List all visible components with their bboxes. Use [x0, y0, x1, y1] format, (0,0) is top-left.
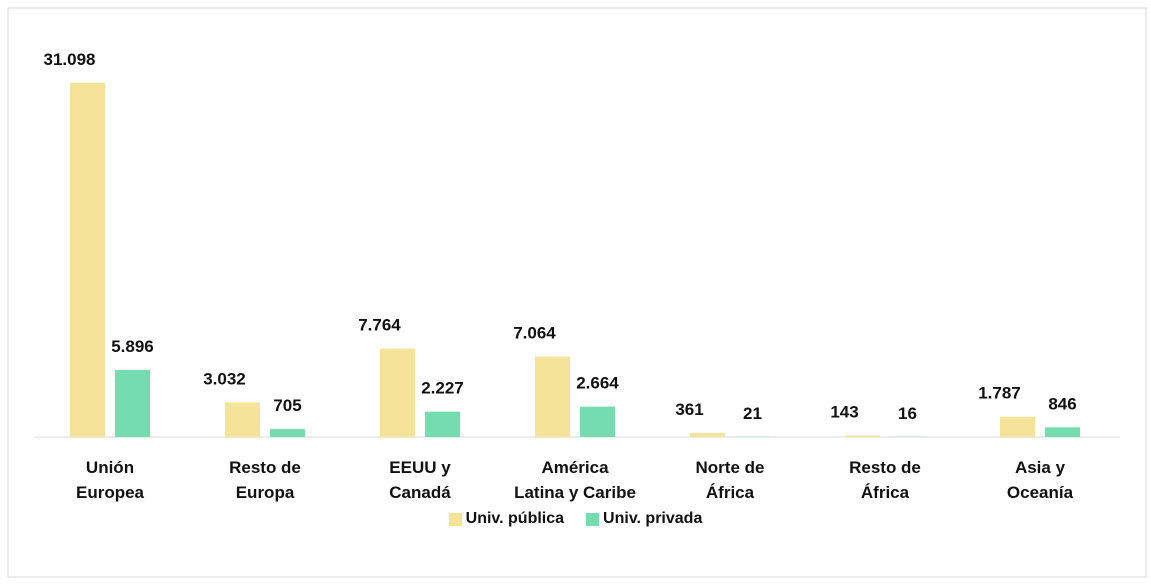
legend-label: Univ. privada — [603, 510, 703, 527]
bar — [845, 435, 880, 437]
data-label: 16 — [898, 404, 917, 423]
bar — [70, 83, 105, 437]
bar — [225, 402, 260, 437]
x-tick-label: EEUU y Canadá — [389, 458, 451, 502]
x-tick-label: Resto de África — [849, 458, 921, 502]
legend-swatch — [586, 512, 600, 526]
bar — [380, 348, 415, 437]
x-tick-label: Unión Europea — [75, 458, 145, 502]
x-tick-label: Norte de África — [695, 458, 765, 502]
data-label: 31.098 — [44, 50, 96, 69]
bar — [270, 428, 305, 437]
x-tick-label: Asia y Oceanía — [1006, 458, 1074, 502]
bar — [115, 369, 150, 437]
bar — [1000, 416, 1035, 437]
data-label: 21 — [743, 404, 762, 423]
bar — [425, 411, 460, 437]
data-label: 705 — [273, 396, 301, 415]
data-label: 361 — [675, 400, 703, 419]
legend-item: Univ. privada — [586, 510, 702, 528]
bar — [1045, 427, 1080, 437]
data-label: 143 — [830, 402, 858, 421]
x-tick-label: Resto de Europa — [229, 458, 301, 502]
bar — [535, 356, 570, 437]
x-tick-label: América Latina y Caribe — [514, 458, 636, 502]
data-label: 5.896 — [111, 337, 154, 356]
data-label: 846 — [1048, 394, 1076, 413]
legend-item: Univ. pública — [448, 510, 565, 528]
data-label: 7.064 — [513, 324, 556, 343]
legend-label: Univ. pública — [465, 510, 565, 527]
data-label: 2.664 — [576, 374, 619, 393]
bar — [580, 406, 615, 437]
legend: Univ. pública Univ. privada — [0, 510, 1151, 528]
bar — [690, 432, 725, 437]
legend-swatch — [448, 512, 462, 526]
data-label: 7.764 — [358, 316, 401, 335]
data-label: 2.227 — [421, 379, 464, 398]
data-label: 1.787 — [978, 384, 1021, 403]
data-label: 3.032 — [203, 369, 246, 388]
chart-frame — [7, 7, 1147, 578]
